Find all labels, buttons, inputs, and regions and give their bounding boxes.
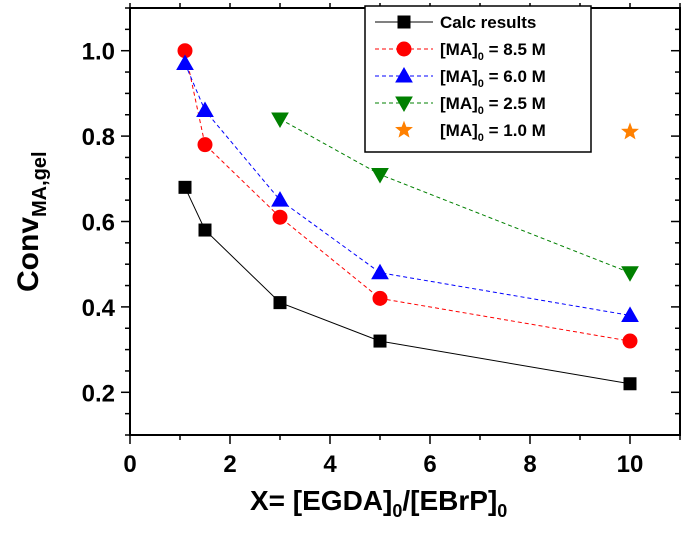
legend-marker (397, 15, 411, 29)
y-tick-label: 0.2 (82, 380, 115, 407)
x-tick-label: 4 (323, 451, 337, 478)
data-point (372, 290, 388, 306)
data-point (622, 333, 638, 349)
data-point (621, 306, 639, 322)
x-tick-label: 6 (423, 451, 436, 478)
data-point (271, 191, 289, 207)
data-point (371, 168, 389, 184)
data-point (197, 137, 213, 153)
axis-ticks (121, 3, 681, 444)
data-series (176, 43, 639, 391)
data-point (621, 122, 639, 140)
y-tick-label: 1.0 (82, 39, 115, 66)
legend-label: Calc results (440, 13, 536, 32)
y-tick-label: 0.6 (82, 210, 115, 237)
legend-marker (395, 120, 413, 138)
legend-item: [MA]0 = 2.5 M (375, 94, 546, 117)
legend-label: [MA]0 = 2.5 M (440, 94, 546, 117)
y-axis-title: ConvMA,gel (12, 151, 51, 292)
y-tick-label: 0.4 (82, 295, 116, 322)
x-axis-title: X= [EGDA]0/[EBrP]0 (250, 485, 507, 521)
legend-marker (396, 41, 412, 57)
series-1 (178, 180, 637, 391)
legend-marker (395, 66, 413, 83)
data-point (623, 377, 637, 391)
legend-label: [MA]0 = 1.0 M (440, 121, 546, 144)
data-point (178, 180, 192, 194)
axis-tick-labels: 0 2 4 6 8 10 0.2 0.4 0.6 0.8 1.0 (82, 39, 644, 478)
y-tick-label: 0.8 (82, 124, 115, 151)
series-3 (176, 54, 639, 322)
series-4 (271, 112, 639, 282)
data-point (371, 263, 389, 280)
data-point (198, 223, 212, 237)
legend-item: Calc results (375, 13, 536, 32)
data-point (176, 54, 194, 71)
x-tick-label: 10 (617, 451, 644, 478)
x-tick-label: 0 (123, 451, 136, 478)
legend-item: [MA]0 = 8.5 M (375, 40, 546, 63)
legend-label: [MA]0 = 8.5 M (440, 40, 546, 63)
x-tick-label: 8 (523, 451, 536, 478)
x-tick-label: 2 (223, 451, 236, 478)
data-point (272, 209, 288, 225)
data-point (271, 112, 289, 129)
data-point (196, 101, 214, 117)
legend-item: [MA]0 = 6.0 M (375, 66, 546, 90)
data-point (273, 296, 287, 310)
legend-marker (395, 96, 413, 113)
series-5 (621, 122, 639, 140)
legend: Calc results [MA]0 = 8.5 M [MA]0 = 6.0 M [M… (364, 5, 592, 153)
data-point (373, 334, 387, 348)
data-point (621, 266, 639, 282)
legend-item: [MA]0 = 1.0 M (395, 120, 546, 144)
legend-label: [MA]0 = 6.0 M (440, 67, 546, 90)
